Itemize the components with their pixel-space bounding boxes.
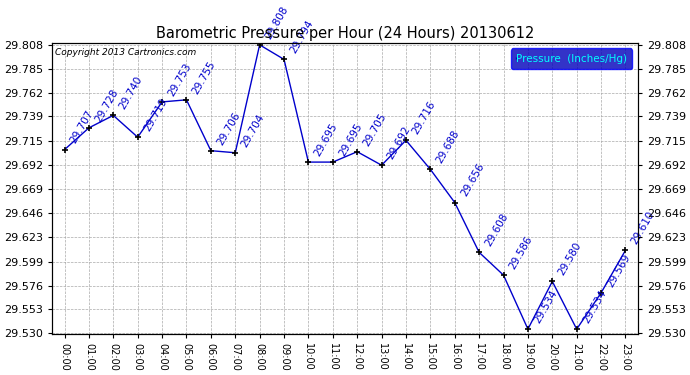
Text: 29.719: 29.719 (142, 96, 169, 133)
Text: 29.569: 29.569 (605, 252, 632, 289)
Title: Barometric Pressure per Hour (24 Hours) 20130612: Barometric Pressure per Hour (24 Hours) … (156, 26, 534, 41)
Text: 29.705: 29.705 (362, 111, 388, 147)
Text: 29.534: 29.534 (581, 288, 608, 325)
Text: 29.704: 29.704 (239, 112, 266, 148)
Text: 29.753: 29.753 (166, 61, 193, 98)
Text: 29.716: 29.716 (410, 99, 437, 136)
Text: 29.580: 29.580 (556, 241, 583, 277)
Text: 29.656: 29.656 (459, 162, 486, 198)
Text: 29.692: 29.692 (386, 124, 413, 161)
Text: 29.586: 29.586 (508, 234, 535, 271)
Text: 29.707: 29.707 (69, 109, 95, 146)
Text: 29.728: 29.728 (93, 87, 120, 124)
Text: 29.695: 29.695 (313, 121, 339, 158)
Text: 29.706: 29.706 (215, 110, 242, 147)
Text: 29.610: 29.610 (630, 210, 656, 246)
Text: 29.808: 29.808 (264, 4, 290, 40)
Text: 29.695: 29.695 (337, 121, 364, 158)
Text: 29.740: 29.740 (117, 75, 144, 111)
Text: 29.794: 29.794 (288, 19, 315, 55)
Text: 29.755: 29.755 (190, 59, 217, 96)
Legend: Pressure  (Inches/Hg): Pressure (Inches/Hg) (511, 48, 633, 69)
Text: 29.534: 29.534 (532, 288, 559, 325)
Text: 29.688: 29.688 (435, 129, 462, 165)
Text: 29.608: 29.608 (483, 212, 510, 248)
Text: Copyright 2013 Cartronics.com: Copyright 2013 Cartronics.com (55, 48, 197, 57)
